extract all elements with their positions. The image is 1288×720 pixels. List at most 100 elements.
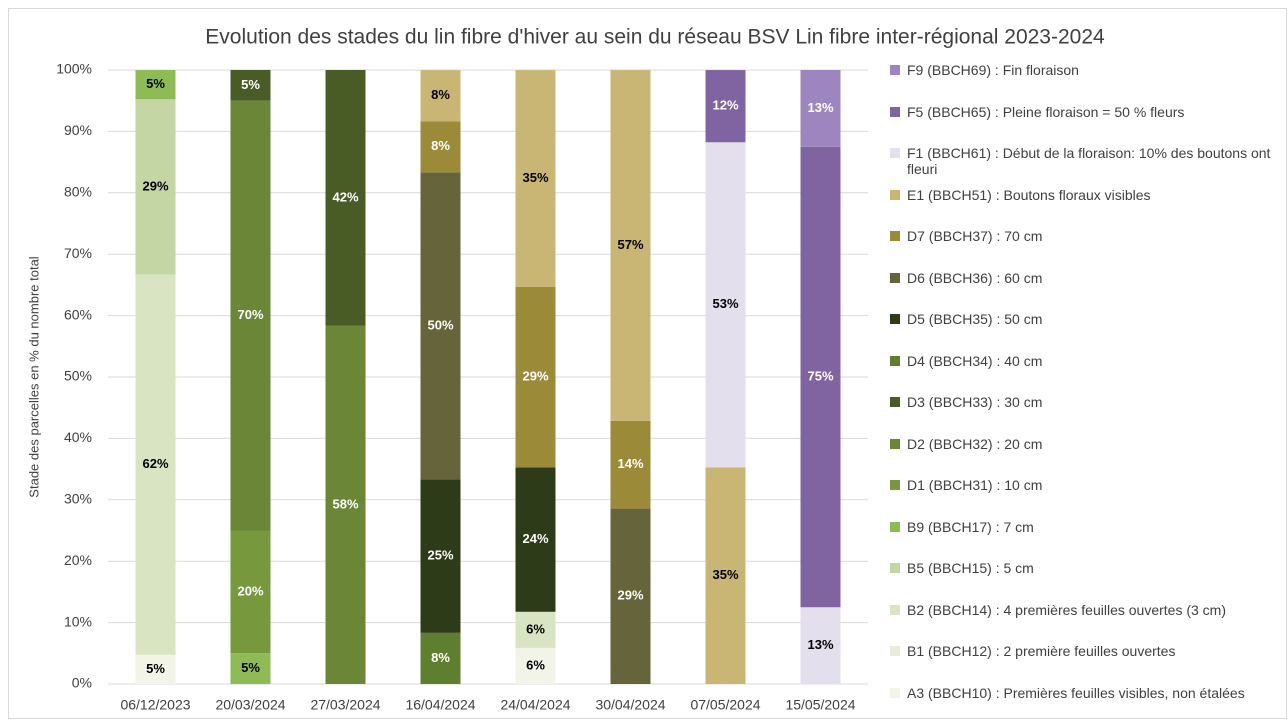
data-label: 53% bbox=[712, 296, 738, 311]
chart-title: Evolution des stades du lin fibre d'hive… bbox=[205, 26, 1105, 49]
legend-label: D4 (BBCH34) : 40 cm bbox=[907, 352, 1043, 369]
data-label: 14% bbox=[617, 456, 643, 471]
bar-segment bbox=[515, 647, 556, 684]
legend-item: D2 (BBCH32) : 20 cm bbox=[890, 436, 1286, 452]
data-label: 58% bbox=[332, 496, 358, 511]
data-label: 70% bbox=[237, 307, 263, 322]
bar-segment bbox=[230, 70, 271, 101]
data-label: 24% bbox=[522, 531, 548, 546]
data-label: 8% bbox=[431, 138, 450, 153]
legend-swatch bbox=[890, 646, 900, 656]
data-label: 29% bbox=[142, 178, 168, 193]
legend-item: A3 (BBCH10) : Premières feuilles visible… bbox=[890, 685, 1286, 701]
data-label: 42% bbox=[332, 189, 358, 204]
x-tick-label: 16/04/2024 bbox=[405, 697, 475, 713]
data-label: 6% bbox=[526, 621, 545, 636]
y-tick-label: 20% bbox=[64, 552, 92, 568]
legend-item: D3 (BBCH33) : 30 cm bbox=[890, 394, 1286, 410]
bar-segment bbox=[515, 70, 556, 287]
y-axis-label: Stade des parcelles en % du nombre total bbox=[26, 256, 41, 497]
data-label: 35% bbox=[522, 170, 548, 185]
bar-segment bbox=[705, 142, 746, 468]
data-label: 75% bbox=[807, 368, 833, 383]
x-tick-label: 07/05/2024 bbox=[690, 697, 760, 713]
bar-segment bbox=[610, 420, 651, 509]
bar-segment bbox=[515, 611, 556, 648]
legend-label: F1 (BBCH61) : Début de la floraison: 10%… bbox=[907, 145, 1271, 177]
legend-label: B1 (BBCH12) : 2 première feuilles ouvert… bbox=[907, 643, 1176, 659]
bar-segment bbox=[325, 325, 366, 684]
legend-item: D5 (BBCH35) : 50 cm bbox=[890, 311, 1286, 327]
legend-swatch bbox=[890, 604, 900, 615]
data-label: 13% bbox=[807, 637, 833, 652]
data-label: 29% bbox=[617, 588, 643, 603]
legend-swatch bbox=[890, 521, 900, 532]
y-tick-label: 10% bbox=[64, 613, 92, 629]
bar-segment bbox=[135, 274, 176, 655]
bar-segment bbox=[230, 530, 271, 654]
legend-swatch bbox=[890, 397, 900, 407]
bar-segment bbox=[705, 467, 746, 684]
legend-label: B9 (BBCH17) : 7 cm bbox=[907, 518, 1034, 535]
x-tick-label: 24/04/2024 bbox=[500, 697, 570, 713]
legend-swatch bbox=[890, 355, 900, 366]
y-tick-label: 30% bbox=[64, 491, 92, 507]
legend-swatch bbox=[890, 563, 900, 573]
bar-segment bbox=[230, 100, 271, 531]
legend-label: D3 (BBCH33) : 30 cm bbox=[907, 394, 1043, 410]
legend-item: F5 (BBCH65) : Pleine floraison = 50 % fl… bbox=[890, 104, 1286, 120]
data-label: 35% bbox=[712, 567, 738, 582]
data-label: 20% bbox=[237, 583, 263, 598]
y-tick-label: 80% bbox=[64, 184, 92, 200]
legend-item: B5 (BBCH15) : 5 cm bbox=[890, 560, 1286, 576]
bar-segment bbox=[610, 508, 651, 684]
x-tick-label: 30/04/2024 bbox=[595, 697, 665, 713]
legend-swatch bbox=[890, 148, 900, 158]
bar-segment bbox=[420, 479, 461, 633]
y-tick-label: 50% bbox=[64, 368, 92, 384]
legend-label: D2 (BBCH32) : 20 cm bbox=[907, 435, 1043, 452]
bar-segment bbox=[325, 70, 366, 326]
bar-segment bbox=[800, 146, 841, 608]
legend-label: D1 (BBCH31) : 10 cm bbox=[907, 477, 1043, 493]
bar-segment bbox=[420, 121, 461, 173]
legend-item: F9 (BBCH69) : Fin floraison bbox=[890, 62, 1286, 78]
bar-segment bbox=[705, 70, 746, 143]
data-label: 6% bbox=[526, 657, 545, 672]
bar-segment bbox=[515, 286, 556, 468]
legend-item: D6 (BBCH36) : 60 cm bbox=[890, 270, 1286, 286]
legend-item: D4 (BBCH34) : 40 cm bbox=[890, 353, 1286, 369]
legend-label: F5 (BBCH65) : Pleine floraison = 50 % fl… bbox=[907, 103, 1185, 120]
legend-swatch bbox=[890, 272, 900, 283]
data-label: 62% bbox=[142, 456, 168, 471]
legend-swatch bbox=[890, 231, 900, 241]
data-label: 5% bbox=[146, 661, 165, 676]
legend-swatch bbox=[890, 189, 900, 200]
bar-segment bbox=[420, 70, 461, 122]
x-tick-label: 27/03/2024 bbox=[310, 697, 380, 713]
legend-item: B1 (BBCH12) : 2 première feuilles ouvert… bbox=[890, 643, 1286, 659]
data-label: 8% bbox=[431, 650, 450, 665]
data-label: 50% bbox=[427, 317, 453, 332]
data-label: 5% bbox=[146, 76, 165, 91]
legend-swatch bbox=[890, 480, 900, 490]
bar-segment bbox=[135, 654, 176, 684]
legend-label: D7 (BBCH37) : 70 cm bbox=[907, 228, 1043, 244]
y-tick-label: 90% bbox=[64, 122, 92, 138]
x-tick-label: 06/12/2023 bbox=[120, 697, 190, 713]
legend-swatch bbox=[890, 687, 900, 698]
data-label: 5% bbox=[241, 660, 260, 675]
x-tick-label: 20/03/2024 bbox=[215, 697, 285, 713]
legend-item: E1 (BBCH51) : Boutons floraux visibles bbox=[890, 187, 1286, 203]
bar-segment bbox=[610, 70, 651, 421]
y-tick-label: 40% bbox=[64, 429, 92, 445]
chart-border bbox=[8, 8, 1287, 719]
legend-item: D7 (BBCH37) : 70 cm bbox=[890, 228, 1286, 244]
bar-segment bbox=[420, 172, 461, 480]
bar-segment bbox=[230, 653, 271, 684]
legend-swatch bbox=[890, 65, 900, 75]
data-label: 12% bbox=[712, 98, 738, 113]
data-label: 57% bbox=[617, 237, 643, 252]
